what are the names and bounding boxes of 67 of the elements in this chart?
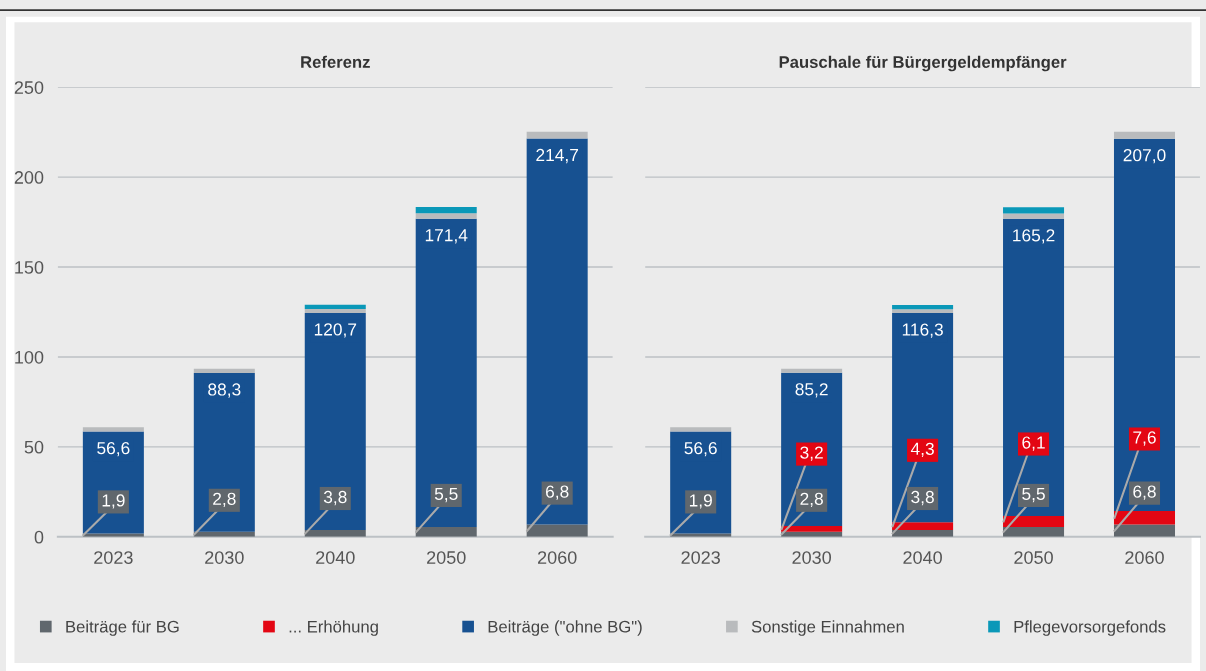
y-tick-label: 200 — [14, 171, 44, 184]
bar — [1003, 213, 1065, 219]
x-tick-label: 2030 — [792, 551, 832, 564]
legend-label: Beiträge ("ohne BG") — [488, 620, 642, 636]
bar — [1003, 207, 1065, 214]
y-tick-label: 100 — [15, 350, 44, 364]
data-label: 6,1 — [1022, 436, 1045, 451]
bar — [193, 368, 255, 373]
x-tick-label: 2060 — [538, 551, 577, 564]
x-tick-label: 2040 — [316, 551, 355, 564]
y-tick-label: 250 — [14, 81, 44, 94]
legend-label: Sonstige Einnahmen — [751, 620, 904, 636]
data-label: 6,8 — [1133, 485, 1156, 500]
bar — [1003, 515, 1065, 527]
legend-label: Beiträge für BG — [66, 620, 179, 636]
bar — [415, 213, 477, 219]
bar — [82, 427, 144, 432]
legend-label: Pflegevorsorgefonds — [1014, 620, 1166, 636]
data-label: 165,2 — [1013, 229, 1055, 244]
bar — [1113, 510, 1176, 525]
x-tick-label: 2023 — [681, 551, 720, 564]
bar — [892, 522, 954, 530]
bar — [415, 207, 477, 214]
data-label: 2,8 — [213, 492, 236, 508]
data-label: 207,0 — [1123, 149, 1166, 164]
legend-label: ... Erhöhung — [289, 620, 378, 636]
data-label: 5,5 — [434, 487, 458, 503]
data-label: 56,6 — [684, 441, 717, 457]
data-label: 88,3 — [208, 383, 241, 398]
bar — [415, 218, 477, 527]
bar — [526, 138, 588, 525]
x-tick-label: 2060 — [1125, 551, 1164, 564]
bar — [892, 309, 954, 314]
chart-title: Pauschale für Bürgergeldempfänger — [779, 55, 1067, 72]
bar — [1113, 138, 1176, 511]
data-label: 2,8 — [800, 492, 823, 508]
x-tick-label: 2023 — [94, 551, 133, 564]
data-label: 1,9 — [102, 494, 125, 509]
data-label: 120,7 — [314, 323, 357, 338]
data-label: 4,3 — [910, 442, 934, 458]
bar — [892, 305, 954, 310]
data-label: 171,4 — [425, 229, 468, 244]
x-tick-label: 2050 — [427, 551, 466, 564]
data-label: 116,3 — [902, 323, 943, 338]
data-label: 5,5 — [1022, 487, 1045, 503]
y-tick-label: 50 — [24, 440, 44, 454]
bar — [670, 427, 732, 432]
data-label: 3,8 — [911, 490, 934, 506]
bar — [1113, 131, 1176, 139]
data-label: 3,2 — [800, 446, 823, 461]
data-label: 214,7 — [536, 148, 579, 164]
data-label: 85,2 — [795, 383, 828, 398]
chart-title: Referenz — [301, 55, 370, 68]
data-label: 7,6 — [1133, 431, 1156, 446]
x-tick-label: 2040 — [903, 551, 942, 564]
bar — [781, 526, 843, 532]
x-tick-label: 2050 — [1014, 551, 1053, 564]
bar — [304, 308, 366, 313]
data-label: 56,6 — [97, 441, 130, 457]
y-tick-label: 150 — [15, 260, 44, 274]
data-label: 3,8 — [323, 490, 347, 506]
bar — [781, 368, 843, 373]
data-label: 1,9 — [689, 494, 712, 509]
bar — [304, 304, 366, 309]
data-label: 6,8 — [545, 485, 569, 500]
x-tick-label: 2030 — [205, 551, 244, 564]
y-tick-label: 0 — [34, 530, 44, 544]
